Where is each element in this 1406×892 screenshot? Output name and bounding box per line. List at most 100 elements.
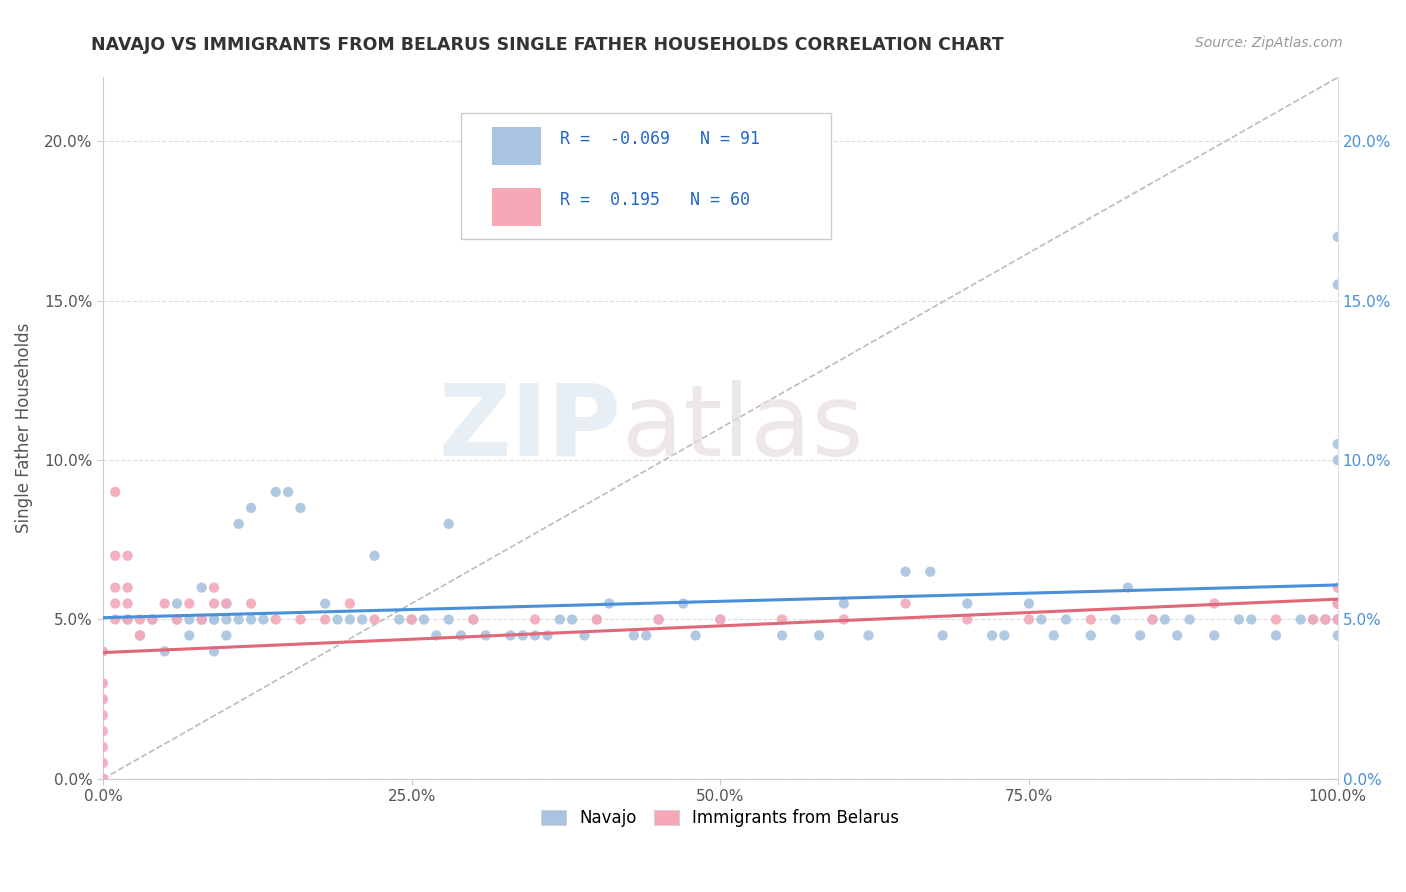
- Point: [1080, 628, 1102, 642]
- Point: [104, 549, 127, 563]
- Point: [598, 597, 620, 611]
- Point: [215, 628, 238, 642]
- Point: [314, 612, 336, 626]
- Point: [228, 612, 250, 626]
- Point: [894, 565, 917, 579]
- Point: [993, 628, 1015, 642]
- Point: [290, 612, 312, 626]
- Point: [1326, 597, 1348, 611]
- Point: [215, 597, 238, 611]
- Point: [91, 756, 114, 770]
- Point: [91, 772, 114, 786]
- Point: [104, 581, 127, 595]
- Point: [1265, 612, 1288, 626]
- Point: [685, 628, 707, 642]
- Point: [129, 628, 152, 642]
- Point: [1054, 612, 1077, 626]
- Point: [363, 549, 385, 563]
- Point: [401, 612, 423, 626]
- Point: [277, 485, 299, 500]
- Point: [190, 612, 212, 626]
- Point: [512, 628, 534, 642]
- Point: [548, 612, 571, 626]
- Point: [1204, 628, 1226, 642]
- Point: [91, 692, 114, 706]
- Point: [425, 628, 447, 642]
- Point: [1315, 612, 1337, 626]
- Point: [709, 612, 731, 626]
- Point: [1326, 628, 1348, 642]
- Point: [672, 597, 695, 611]
- Point: [858, 628, 880, 642]
- Point: [129, 612, 152, 626]
- Point: [240, 597, 263, 611]
- Point: [524, 612, 547, 626]
- Point: [339, 612, 361, 626]
- Point: [536, 628, 558, 642]
- Point: [1326, 612, 1348, 626]
- Point: [1018, 612, 1040, 626]
- Point: [91, 772, 114, 786]
- Point: [91, 724, 114, 739]
- Point: [363, 612, 385, 626]
- Point: [202, 597, 225, 611]
- Point: [129, 628, 152, 642]
- Point: [339, 597, 361, 611]
- Point: [91, 676, 114, 690]
- FancyBboxPatch shape: [492, 187, 541, 227]
- Point: [561, 612, 583, 626]
- Point: [586, 612, 609, 626]
- Point: [117, 581, 139, 595]
- Point: [981, 628, 1004, 642]
- Point: [463, 612, 485, 626]
- Point: [450, 628, 472, 642]
- Point: [1240, 612, 1263, 626]
- Point: [153, 644, 176, 658]
- Point: [352, 612, 374, 626]
- Point: [1326, 612, 1348, 626]
- Point: [463, 612, 485, 626]
- Point: [1178, 612, 1201, 626]
- Text: R =  -0.069   N = 91: R = -0.069 N = 91: [560, 130, 759, 148]
- Point: [636, 628, 658, 642]
- Point: [117, 612, 139, 626]
- Point: [623, 628, 645, 642]
- Point: [1302, 612, 1324, 626]
- Point: [166, 612, 188, 626]
- Point: [91, 772, 114, 786]
- Point: [228, 516, 250, 531]
- Point: [474, 628, 496, 642]
- Text: atlas: atlas: [621, 380, 863, 476]
- Point: [1080, 612, 1102, 626]
- Point: [808, 628, 831, 642]
- Point: [1042, 628, 1064, 642]
- Point: [91, 739, 114, 754]
- Point: [215, 597, 238, 611]
- Point: [104, 485, 127, 500]
- Point: [770, 612, 793, 626]
- Point: [586, 612, 609, 626]
- Legend: Navajo, Immigrants from Belarus: Navajo, Immigrants from Belarus: [534, 803, 905, 834]
- Point: [202, 581, 225, 595]
- Point: [1326, 612, 1348, 626]
- Point: [1129, 628, 1152, 642]
- Point: [1326, 612, 1348, 626]
- Point: [574, 628, 596, 642]
- Point: [1326, 597, 1348, 611]
- Text: Source: ZipAtlas.com: Source: ZipAtlas.com: [1195, 36, 1343, 50]
- FancyBboxPatch shape: [492, 127, 541, 165]
- Point: [524, 628, 547, 642]
- Point: [215, 612, 238, 626]
- Point: [1326, 277, 1348, 292]
- Point: [91, 772, 114, 786]
- Point: [956, 597, 979, 611]
- Point: [91, 708, 114, 723]
- Point: [832, 612, 855, 626]
- Point: [252, 612, 274, 626]
- Point: [832, 597, 855, 611]
- Point: [1326, 437, 1348, 451]
- Point: [1142, 612, 1164, 626]
- Point: [770, 628, 793, 642]
- Point: [956, 612, 979, 626]
- Point: [1289, 612, 1312, 626]
